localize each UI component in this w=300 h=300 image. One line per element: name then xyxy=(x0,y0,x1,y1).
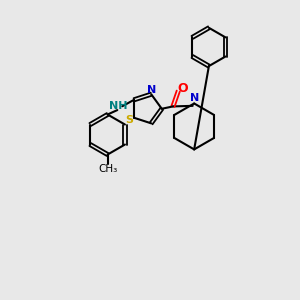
Text: N: N xyxy=(147,85,156,95)
Text: O: O xyxy=(177,82,188,95)
Text: NH: NH xyxy=(109,101,127,111)
Text: N: N xyxy=(190,93,199,103)
Text: CH₃: CH₃ xyxy=(98,164,117,174)
Text: S: S xyxy=(125,115,134,125)
